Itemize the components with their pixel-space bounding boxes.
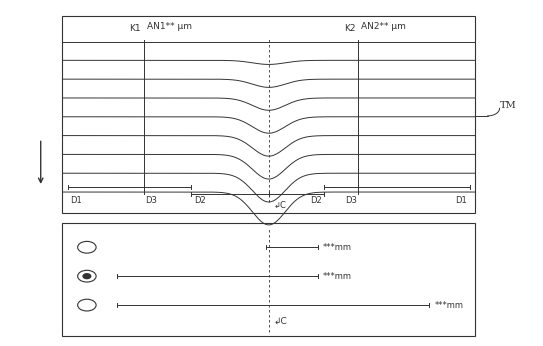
Text: AN1** μm: AN1** μm: [147, 22, 192, 31]
Text: ↲C: ↲C: [273, 201, 286, 210]
Text: D1: D1: [455, 196, 467, 205]
Text: AN2** μm: AN2** μm: [361, 22, 406, 31]
Text: ***mm: ***mm: [323, 243, 352, 252]
Text: ***mm: ***mm: [434, 301, 463, 310]
Text: K2: K2: [344, 24, 356, 33]
Text: D2: D2: [194, 196, 206, 205]
Text: D3: D3: [146, 196, 157, 205]
Text: ***mm: ***mm: [323, 272, 352, 281]
Text: D3: D3: [345, 196, 357, 205]
Text: D1: D1: [71, 196, 83, 205]
Circle shape: [83, 274, 91, 279]
Text: ↲C: ↲C: [273, 317, 287, 326]
Text: K1: K1: [130, 24, 141, 33]
Bar: [62, 16, 475, 213]
Text: TM: TM: [500, 101, 516, 110]
Bar: [62, 223, 475, 336]
Text: D2: D2: [310, 196, 321, 205]
